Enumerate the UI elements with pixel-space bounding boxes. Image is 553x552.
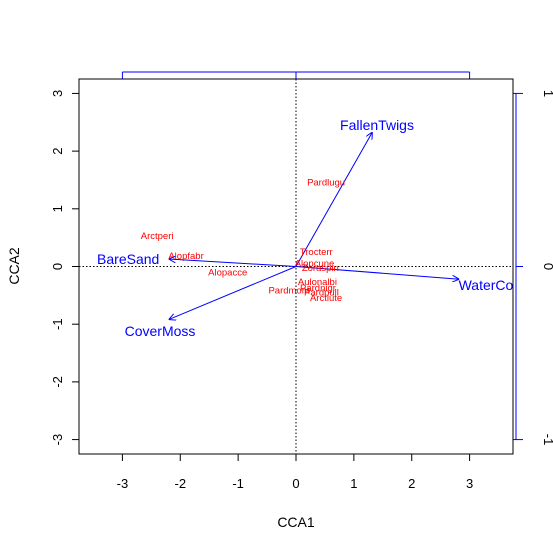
env-vector-label: WaterCon <box>459 277 522 293</box>
env-arrows <box>169 132 459 320</box>
x-tick-label: -1 <box>232 476 244 491</box>
species-label: Alopcune <box>295 259 335 270</box>
species-label: Alopfabr <box>168 251 203 262</box>
y-tick-label: 0 <box>50 263 65 270</box>
env-vector-label: FallenTwigs <box>340 117 414 133</box>
right-axis-tick-label: 1 <box>541 90 553 97</box>
x-tick-label: 3 <box>466 476 473 491</box>
env-arrow <box>169 259 297 267</box>
species-label: Pardnigr <box>300 283 336 294</box>
y-tick-label: 1 <box>50 205 65 212</box>
species-label: Arctlute <box>310 293 342 304</box>
x-tick-label: 1 <box>350 476 357 491</box>
right-axis-tick-label: -1 <box>541 434 553 446</box>
species-label: Trocterr <box>300 247 333 258</box>
y-tick-label: 2 <box>50 147 65 154</box>
y-tick-label: -3 <box>50 434 65 446</box>
x-tick-label: 2 <box>408 476 415 491</box>
right-axis-tick-label: 0 <box>541 263 553 270</box>
y-tick-label: -1 <box>50 318 65 330</box>
species-label: Pardmont <box>268 286 310 297</box>
env-vector-label: BareSand <box>97 251 159 267</box>
species-label: Arctperi <box>141 231 174 242</box>
species-label: Pardpull <box>304 287 339 298</box>
y-axis: -3 -2 -1 0 1 2 3 <box>50 90 79 446</box>
species-label: Alopacce <box>208 267 247 278</box>
y-axis-label: CCA2 <box>6 247 22 285</box>
y-tick-label: 3 <box>50 90 65 97</box>
x-tick-label: -3 <box>117 476 129 491</box>
env-vector-label: CoverMoss <box>125 323 196 339</box>
env-arrow <box>295 266 459 280</box>
species-label: Pardlugu <box>307 177 345 188</box>
x-axis: -3 -2 -1 0 1 2 3 <box>117 454 473 491</box>
x-tick-label: -2 <box>174 476 186 491</box>
x-tick-label: 0 <box>292 476 299 491</box>
env-arrow <box>169 266 297 320</box>
y-tick-label: -2 <box>50 376 65 388</box>
x-axis-label: CCA1 <box>277 514 315 530</box>
species-labels: Arctperi Alopfabr Alopacce Pardlugu Trocterr… <box>141 177 345 304</box>
env-labels: FallenTwigs BareSand WaterCon CoverMoss <box>97 117 522 339</box>
env-arrow <box>295 132 372 267</box>
species-label: Zoraspin <box>302 263 339 274</box>
species-label: Aulonalbi <box>298 277 337 288</box>
